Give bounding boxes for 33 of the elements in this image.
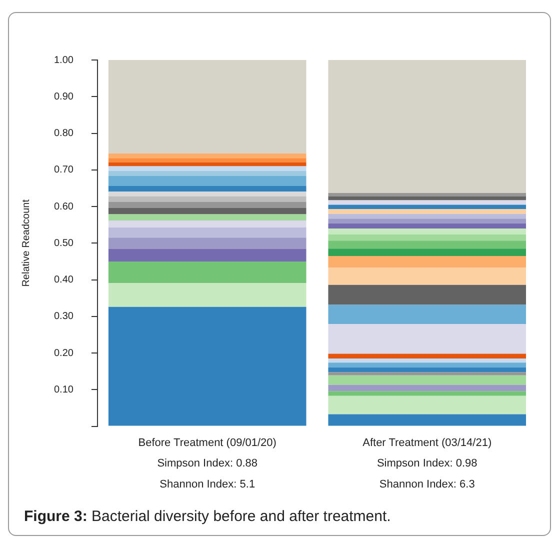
bar: [328, 196, 526, 200]
bar: [328, 209, 526, 214]
bar: [108, 261, 306, 284]
bar: [328, 192, 526, 196]
caption: Figure 3: Bacterial diversity before and after treatment.: [24, 508, 391, 525]
y-tick-label: 0.60: [54, 201, 74, 212]
y-tick-label: 0.70: [54, 164, 74, 176]
y-tick-label: 1.00: [54, 54, 74, 66]
bar: [328, 204, 526, 210]
bar: [328, 200, 526, 205]
y-tick-label: 0.50: [54, 238, 74, 249]
bar: [108, 283, 306, 307]
y-tick-label: 0.10: [54, 384, 74, 396]
bar: [328, 214, 526, 219]
y-tick-label: 0.40: [54, 274, 74, 286]
bar: [108, 196, 306, 202]
bar: [328, 414, 526, 426]
y-tick-label: 0.30: [54, 311, 74, 322]
y-tick-label: 0.80: [54, 128, 74, 140]
bar: [108, 158, 306, 162]
bar: [328, 396, 526, 414]
y-axis-title: Relative Readcount: [20, 199, 32, 287]
bar: [108, 170, 306, 176]
x-tick-label: After Treatment (03/14/21) Simpson Index: 0.98 Shannon Index: 6.3: [362, 436, 492, 491]
bar: [328, 391, 526, 396]
bar: [328, 218, 526, 224]
bar: [108, 306, 306, 426]
bar: [328, 248, 526, 256]
y-tick-label: 0.20: [54, 348, 74, 359]
bar: [328, 60, 526, 193]
x-tick-label: Before Treatment (09/01/20) Simpson Index: 0.88 Shannon Index: 5.1: [138, 436, 276, 491]
y-tick-label: 0.90: [54, 91, 74, 102]
bar: [108, 192, 306, 196]
